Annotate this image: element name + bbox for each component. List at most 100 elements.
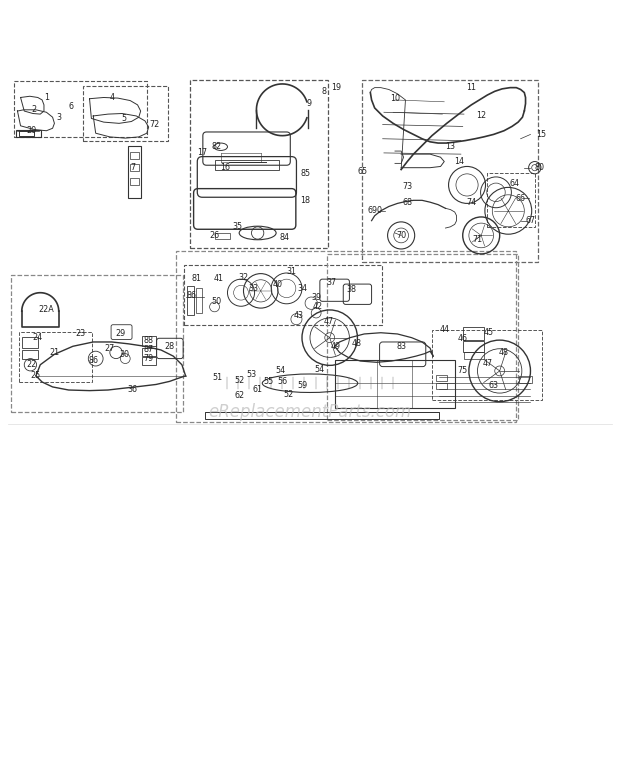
Text: 51: 51 xyxy=(213,373,223,381)
Text: 73: 73 xyxy=(402,182,412,191)
Text: 59: 59 xyxy=(298,380,308,390)
Bar xyxy=(143,336,156,346)
Text: 13: 13 xyxy=(445,142,456,151)
Text: 55: 55 xyxy=(263,377,273,387)
Text: 45: 45 xyxy=(484,329,494,337)
Text: 18: 18 xyxy=(300,196,310,205)
Bar xyxy=(464,352,484,358)
Text: 38: 38 xyxy=(347,285,357,294)
Text: 37: 37 xyxy=(327,278,337,286)
Text: 69: 69 xyxy=(368,206,378,215)
Text: 61: 61 xyxy=(253,385,263,394)
Text: 27: 27 xyxy=(105,344,115,353)
Text: 63: 63 xyxy=(489,380,498,390)
Text: 70: 70 xyxy=(396,231,406,240)
Text: 41: 41 xyxy=(214,274,224,283)
Text: 52: 52 xyxy=(283,390,294,399)
Text: 74: 74 xyxy=(466,198,476,207)
Text: 82: 82 xyxy=(211,142,221,151)
Text: 86: 86 xyxy=(187,291,197,300)
Text: 62: 62 xyxy=(234,391,244,400)
Text: 54: 54 xyxy=(275,367,285,375)
Text: 68: 68 xyxy=(402,198,412,207)
Text: 32: 32 xyxy=(239,273,249,282)
Bar xyxy=(215,233,230,239)
Text: eReplacementParts.com: eReplacementParts.com xyxy=(208,403,412,420)
Bar xyxy=(16,130,42,137)
Bar xyxy=(175,251,516,422)
Bar xyxy=(520,376,532,384)
Text: 24: 24 xyxy=(33,333,43,342)
Text: 35: 35 xyxy=(232,222,242,231)
Bar xyxy=(487,173,536,227)
Text: 7: 7 xyxy=(130,163,135,172)
Text: 47: 47 xyxy=(324,317,334,326)
Text: 22: 22 xyxy=(27,361,37,369)
Text: 81: 81 xyxy=(191,274,201,283)
Text: 3: 3 xyxy=(56,113,61,121)
Bar xyxy=(436,384,448,390)
Text: 71: 71 xyxy=(472,235,482,244)
Bar xyxy=(190,80,329,248)
Text: 0: 0 xyxy=(376,206,381,215)
Text: 46: 46 xyxy=(458,335,467,343)
Text: 85: 85 xyxy=(300,170,310,178)
Bar xyxy=(187,286,194,316)
Text: 52: 52 xyxy=(234,376,244,385)
Text: 31: 31 xyxy=(286,267,296,276)
Text: 54: 54 xyxy=(314,365,324,374)
Bar xyxy=(128,146,141,199)
Text: 12: 12 xyxy=(476,112,486,121)
Bar xyxy=(83,86,169,141)
Text: 20: 20 xyxy=(27,126,37,135)
Bar xyxy=(205,412,440,419)
Text: 28: 28 xyxy=(164,342,175,351)
Text: 67: 67 xyxy=(525,216,536,225)
Text: 1: 1 xyxy=(44,93,49,102)
Text: 23: 23 xyxy=(76,329,86,338)
Text: 5: 5 xyxy=(122,114,126,123)
Text: 11: 11 xyxy=(466,83,476,92)
Text: 56: 56 xyxy=(277,377,287,387)
Text: 25: 25 xyxy=(31,371,41,380)
Text: 83: 83 xyxy=(396,342,406,351)
Bar xyxy=(22,337,38,348)
Text: 53: 53 xyxy=(246,370,257,379)
Bar xyxy=(130,152,140,159)
Bar xyxy=(327,254,518,420)
Bar xyxy=(19,332,92,382)
Text: 42: 42 xyxy=(312,303,322,312)
Bar xyxy=(215,160,279,170)
Text: 19: 19 xyxy=(331,83,341,92)
Text: 2: 2 xyxy=(32,105,37,114)
Text: 6: 6 xyxy=(69,102,74,111)
Text: 50: 50 xyxy=(211,297,221,306)
Bar xyxy=(22,350,38,358)
Bar xyxy=(184,265,382,325)
Text: 87: 87 xyxy=(144,345,154,354)
Text: 75: 75 xyxy=(458,367,468,375)
Text: 36: 36 xyxy=(128,385,138,394)
Text: 84: 84 xyxy=(279,233,289,241)
Text: 22A: 22A xyxy=(38,305,55,314)
Bar xyxy=(436,374,448,380)
Text: 14: 14 xyxy=(454,157,464,166)
Bar xyxy=(130,177,140,185)
Bar xyxy=(196,288,202,313)
Bar xyxy=(432,329,541,400)
Bar xyxy=(11,275,182,412)
Text: 34: 34 xyxy=(298,284,308,293)
Text: 16: 16 xyxy=(220,163,230,172)
Text: 79: 79 xyxy=(143,354,154,363)
Bar xyxy=(143,348,156,356)
Text: 33: 33 xyxy=(249,284,259,293)
Text: 80: 80 xyxy=(534,163,544,172)
Text: 43: 43 xyxy=(294,311,304,320)
Text: 64: 64 xyxy=(510,180,520,188)
Bar xyxy=(14,82,147,137)
Text: 65: 65 xyxy=(357,167,368,176)
Bar xyxy=(335,360,454,408)
Text: 86: 86 xyxy=(88,356,98,365)
Text: 26: 26 xyxy=(210,231,219,240)
Bar xyxy=(463,326,484,340)
